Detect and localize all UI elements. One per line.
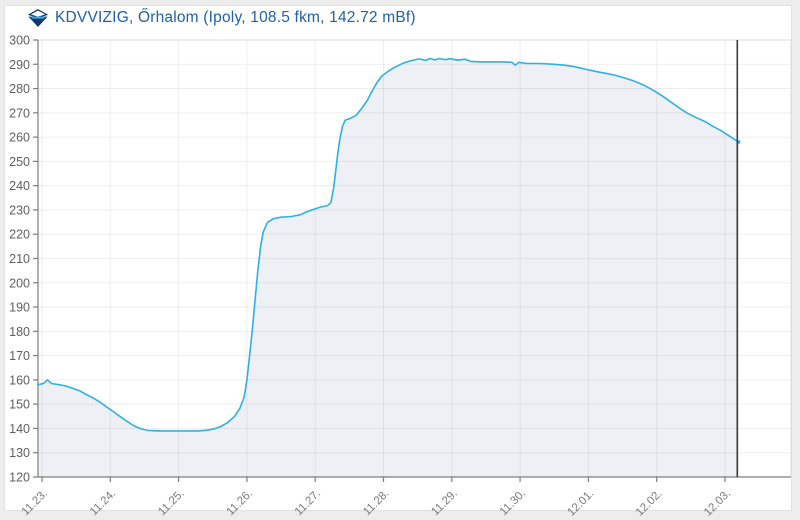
y-axis-label: 160 xyxy=(9,373,30,387)
chart-header: KDVVIZIG, Őrhalom (Ipoly, 108.5 fkm, 142… xyxy=(28,6,416,30)
series-area-fill xyxy=(37,58,739,477)
y-axis-label: 150 xyxy=(9,398,30,412)
x-axis-label: 12.02. xyxy=(634,488,665,519)
x-axis-label: 11.25. xyxy=(156,488,186,518)
y-axis-label: 140 xyxy=(9,422,30,436)
y-axis-label: 190 xyxy=(9,301,30,315)
x-axis-label: 11.23. xyxy=(20,488,50,518)
x-axis-label: 11.27. xyxy=(293,488,323,518)
x-axis-label: 12.01. xyxy=(565,488,596,519)
y-axis-label: 290 xyxy=(9,58,30,72)
y-axis-label: 180 xyxy=(9,325,30,339)
y-axis-label: 120 xyxy=(9,471,30,485)
x-axis-label: 11.24. xyxy=(88,488,118,518)
y-axis-label: 200 xyxy=(9,276,30,290)
y-axis-label: 220 xyxy=(9,228,30,242)
kdvvizig-logo-icon xyxy=(28,8,48,27)
y-axis-label: 130 xyxy=(9,446,30,460)
x-axis-label: 12.03. xyxy=(702,488,733,519)
x-axis-label: 11.28. xyxy=(361,488,391,518)
x-axis-label: 11.26. xyxy=(225,488,255,518)
y-axis-label: 170 xyxy=(9,349,30,363)
y-axis-label: 260 xyxy=(9,131,30,145)
y-axis-label: 240 xyxy=(9,179,30,193)
y-axis-label: 280 xyxy=(9,82,30,96)
x-axis-label: 11.29. xyxy=(429,488,459,518)
y-axis-label: 270 xyxy=(9,106,30,120)
x-axis-label: 11.30. xyxy=(498,488,528,518)
y-axis-label: 300 xyxy=(9,34,30,48)
y-axis-label: 210 xyxy=(9,252,30,266)
y-axis-label: 230 xyxy=(9,203,30,217)
water-level-line xyxy=(37,57,740,432)
y-axis-label: 250 xyxy=(9,155,30,169)
chart-title-link[interactable]: KDVVIZIG, Őrhalom (Ipoly, 108.5 fkm, 142… xyxy=(55,9,416,26)
